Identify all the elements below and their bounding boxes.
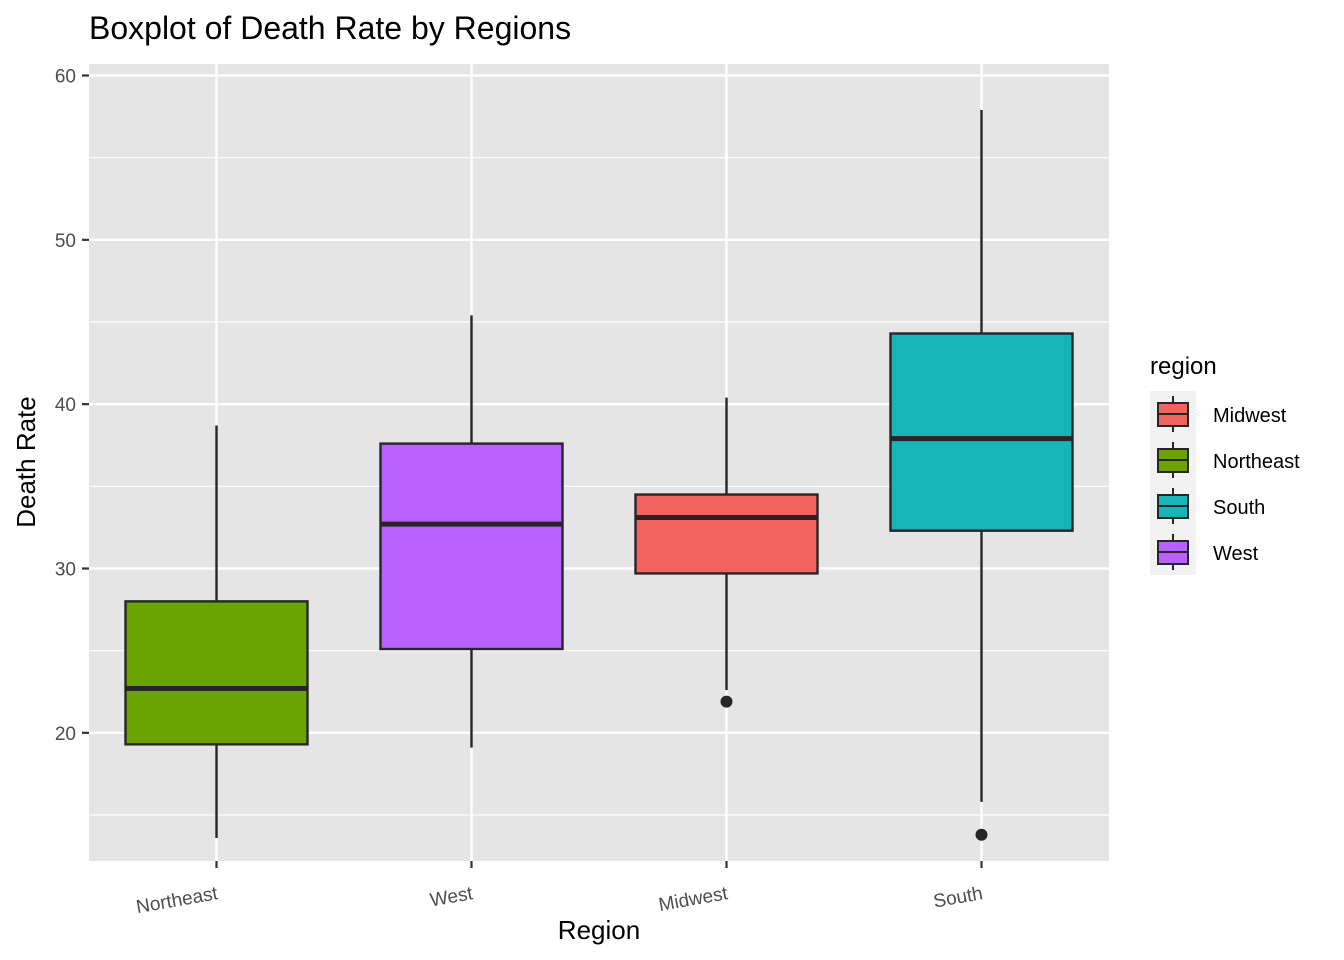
box-body <box>379 442 564 651</box>
box-body <box>889 332 1074 532</box>
x-tick-label-northeast: Northeast <box>135 883 220 918</box>
legend-item-west: West <box>1157 534 1259 570</box>
y-axis-title: Death Rate <box>11 396 41 528</box>
box-body <box>124 600 309 746</box>
y-tick-label: 50 <box>55 231 76 252</box>
chart-title: Boxplot of Death Rate by Regions <box>89 10 571 46</box>
legend-item-northeast: Northeast <box>1157 442 1300 478</box>
box-body <box>634 493 819 575</box>
y-tick-label: 20 <box>55 724 76 745</box>
legend-label: West <box>1213 543 1259 565</box>
legend-item-south: South <box>1157 488 1265 524</box>
box-midwest <box>634 397 819 708</box>
x-tick-label-south: South <box>932 883 985 912</box>
y-tick-label: 30 <box>55 559 76 580</box>
outlier-point <box>720 695 733 708</box>
x-axis: Northeast West Midwest South <box>135 861 985 918</box>
legend: region Midwest Northeast South West <box>1150 353 1300 575</box>
box-layer <box>124 110 1074 841</box>
y-tick-label: 40 <box>55 395 76 416</box>
box-northeast <box>124 425 309 838</box>
x-tick-label-west: West <box>428 883 475 911</box>
legend-label: South <box>1213 497 1265 519</box>
x-axis-title: Region <box>558 915 640 945</box>
legend-label: Midwest <box>1213 405 1287 427</box>
legend-label: Northeast <box>1213 451 1300 473</box>
box-west <box>379 315 564 748</box>
y-tick-label: 60 <box>55 67 76 88</box>
outlier-point <box>975 828 988 841</box>
box-south <box>889 110 1074 841</box>
legend-title: region <box>1150 353 1217 380</box>
legend-item-midwest: Midwest <box>1157 396 1287 432</box>
y-axis: 20 30 40 50 60 <box>55 67 89 745</box>
x-tick-label-midwest: Midwest <box>657 883 730 916</box>
